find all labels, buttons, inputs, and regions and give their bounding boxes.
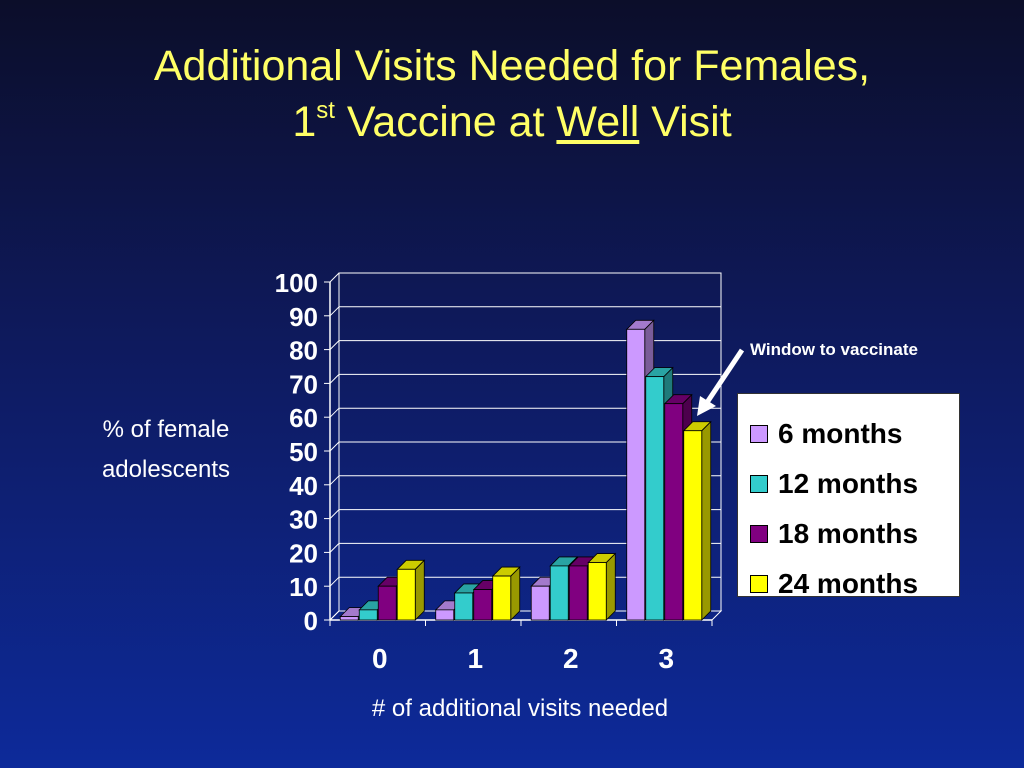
gridline-depth-70 xyxy=(329,374,340,384)
bar-18-months-cat-3 xyxy=(664,403,684,621)
y-axis-label-line-2: adolescents xyxy=(101,456,231,483)
bar-24-months-cat-0 xyxy=(396,568,416,621)
y-axis-label: % of female adolescents xyxy=(76,410,256,490)
bar-24-months-cat-0-side xyxy=(414,559,425,621)
title-line-1: Additional Visits Needed for Females, xyxy=(153,42,871,90)
bar-18-months-cat-2 xyxy=(568,565,588,621)
y-tick-label-70: 70 xyxy=(289,369,318,399)
y-tick-label-40: 40 xyxy=(289,471,318,501)
bar-24-months-cat-3 xyxy=(683,430,703,621)
title-line-2-number: 1 xyxy=(292,98,317,146)
legend-item-18-months: 18 months xyxy=(750,517,918,551)
bar-6-months-cat-3 xyxy=(626,328,646,621)
legend-label-18-months: 18 months xyxy=(778,518,919,549)
bar-24-months-cat-2-side xyxy=(605,552,616,621)
gridline-depth-20 xyxy=(329,543,340,553)
title-line-2-middle: Vaccine at xyxy=(334,98,557,146)
legend: 6 months 12 months 18 months 24 months xyxy=(737,393,960,599)
bar-24-months-cat-1 xyxy=(492,575,512,621)
y-tick-label-80: 80 xyxy=(289,336,318,366)
bar-24-months-cat-3-side xyxy=(701,420,712,621)
bar-24-months-cat-2 xyxy=(587,562,607,621)
x-tick-label-1: 1 xyxy=(467,643,483,674)
title-superscript: st xyxy=(316,97,335,124)
legend-item-12-months: 12 months xyxy=(750,467,918,501)
legend-swatch-12-months xyxy=(750,475,768,493)
bar-6-months-cat-0 xyxy=(339,616,359,621)
y-tick-label-90: 90 xyxy=(289,302,318,332)
y-axis-label-line-1: % of female xyxy=(102,416,230,443)
bar-6-months-cat-2 xyxy=(530,585,550,621)
y-tick-label-20: 20 xyxy=(289,538,318,568)
gridline-depth-30 xyxy=(329,509,340,519)
x-tick-label-3: 3 xyxy=(658,643,674,674)
chart-title: Additional Visits Needed for Females, 1s… xyxy=(0,38,1024,150)
y-tick-label-10: 10 xyxy=(289,572,318,602)
legend-swatch-18-months xyxy=(750,525,768,543)
y-tick-label-100: 100 xyxy=(275,268,318,298)
window-annotation: Window to vaccinate xyxy=(750,340,918,359)
gridline-depth-60 xyxy=(329,407,340,418)
gridline-depth-10 xyxy=(329,576,340,587)
gridline-depth-100 xyxy=(329,272,340,283)
gridline-depth-50 xyxy=(329,441,340,452)
bar-12-months-cat-3 xyxy=(645,376,665,621)
legend-swatch-6-months xyxy=(750,425,768,443)
title-line-2-end: Visit xyxy=(639,98,732,146)
gridline-depth-90 xyxy=(329,306,340,317)
y-tick-label-60: 60 xyxy=(289,403,318,433)
legend-label-24-months: 24 months xyxy=(778,568,919,599)
legend-label-6-months: 6 months xyxy=(778,418,903,449)
title-line-2: 1st Vaccine at Well Visit xyxy=(0,94,1024,150)
x-axis-label: # of additional visits needed xyxy=(371,695,669,722)
legend-label-12-months: 12 months xyxy=(778,468,919,499)
title-underlined-word: Well xyxy=(556,98,640,146)
bar-12-months-cat-2 xyxy=(549,565,569,621)
bar-6-months-cat-1 xyxy=(435,609,455,621)
annotation-arrow-shaft xyxy=(703,348,745,406)
y-tick-label-0: 0 xyxy=(304,606,318,636)
bar-12-months-cat-0 xyxy=(358,609,378,621)
gridline-depth-80 xyxy=(329,340,340,350)
y-tick-label-50: 50 xyxy=(289,437,318,467)
annotation-arrow-head xyxy=(697,396,716,416)
bar-12-months-cat-1 xyxy=(454,592,474,621)
bar-18-months-cat-0 xyxy=(377,585,397,621)
bar-18-months-cat-1 xyxy=(473,589,493,621)
x-tick-label-2: 2 xyxy=(563,643,579,674)
legend-item-6-months: 6 months xyxy=(750,417,902,451)
x-tick-label-0: 0 xyxy=(372,643,388,674)
legend-swatch-24-months xyxy=(750,575,768,593)
gridline-depth-40 xyxy=(329,475,340,486)
y-tick-label-30: 30 xyxy=(289,505,318,535)
legend-item-24-months: 24 months xyxy=(750,567,918,601)
